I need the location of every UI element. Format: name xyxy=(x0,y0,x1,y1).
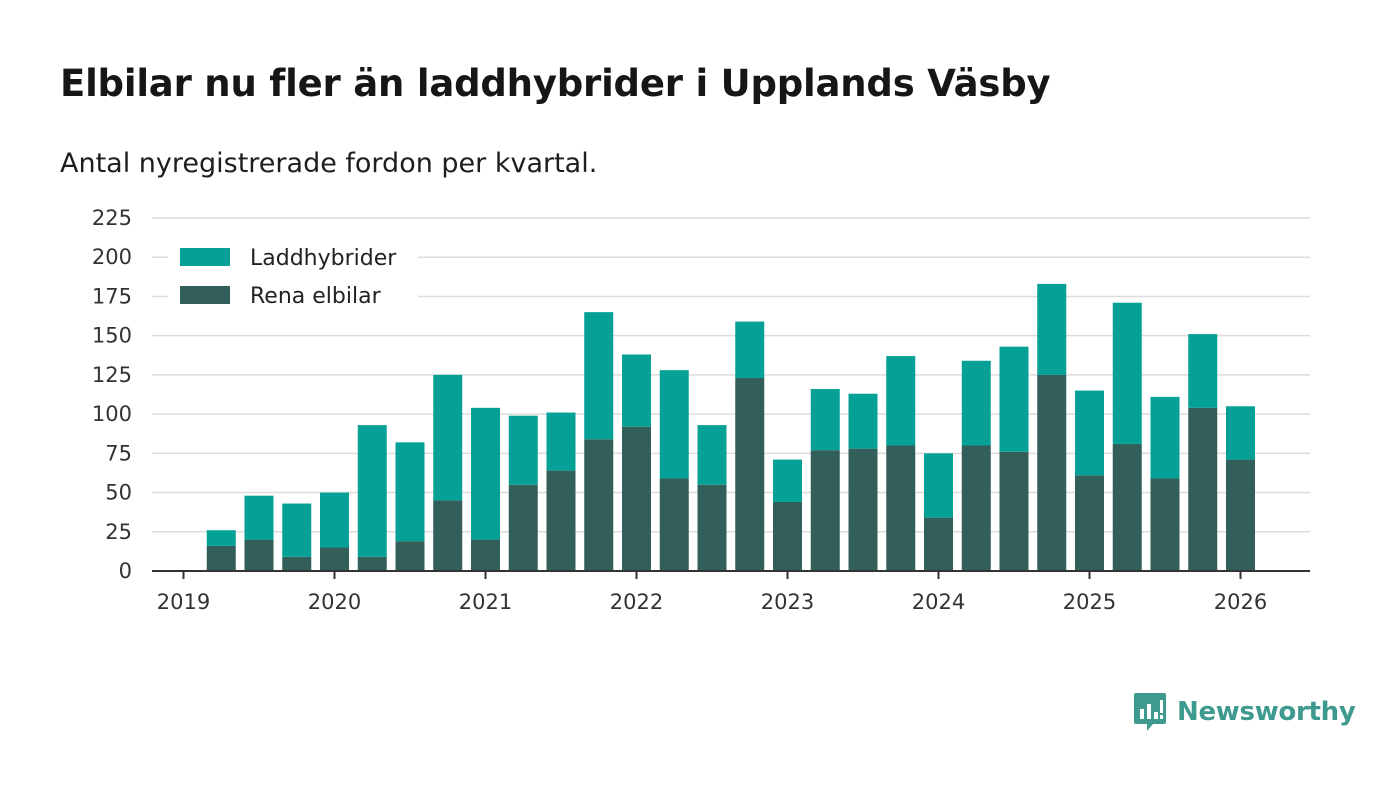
y-tick-label: 125 xyxy=(92,363,132,387)
bar-laddhybrider-3 xyxy=(282,503,312,557)
bar-rena-elbilar-8 xyxy=(471,539,500,571)
bar-laddhybrider-7 xyxy=(433,374,463,501)
bar-rena-elbilar-24 xyxy=(1075,475,1104,571)
y-tick-label: 100 xyxy=(92,402,132,426)
x-tick-label: 2022 xyxy=(610,590,663,614)
y-tick-label: 150 xyxy=(92,324,132,348)
bar-laddhybrider-24 xyxy=(1075,390,1104,476)
bar-laddhybrider-23 xyxy=(1037,283,1067,375)
y-tick-label: 225 xyxy=(92,206,132,230)
bar-rena-elbilar-15 xyxy=(735,378,765,571)
bar-rena-elbilar-26 xyxy=(1150,478,1180,571)
bar-laddhybrider-16 xyxy=(773,459,802,502)
bar-rena-elbilar-16 xyxy=(773,501,802,571)
bar-laddhybrider-18 xyxy=(848,393,878,449)
bar-rena-elbilar-2 xyxy=(244,539,274,571)
newsworthy-logo-icon xyxy=(1134,693,1166,731)
x-tick-label: 2019 xyxy=(157,590,210,614)
x-tick-label: 2023 xyxy=(761,590,814,614)
bar-rena-elbilar-18 xyxy=(848,448,878,571)
bar-laddhybrider-27 xyxy=(1188,334,1218,408)
bar-laddhybrider-8 xyxy=(471,407,500,540)
bar-rena-elbilar-10 xyxy=(546,470,576,571)
bar-rena-elbilar-19 xyxy=(886,445,916,571)
bar-rena-elbilar-17 xyxy=(810,450,840,571)
y-tick-label: 200 xyxy=(92,245,132,269)
bar-rena-elbilar-6 xyxy=(395,541,425,571)
bar-laddhybrider-19 xyxy=(886,356,916,446)
bar-laddhybrider-12 xyxy=(622,354,651,427)
bar-laddhybrider-15 xyxy=(735,321,765,379)
bar-rena-elbilar-11 xyxy=(584,439,614,571)
bar-rena-elbilar-3 xyxy=(282,556,312,571)
x-tick-label: 2021 xyxy=(459,590,512,614)
chart-subtitle: Antal nyregistrerade fordon per kvartal. xyxy=(60,148,598,179)
bar-rena-elbilar-20 xyxy=(924,517,953,571)
bar-rena-elbilar-14 xyxy=(697,484,727,571)
y-tick-label: 25 xyxy=(105,520,132,544)
y-tick-label: 0 xyxy=(119,559,132,583)
x-tick-label: 2025 xyxy=(1063,590,1116,614)
bar-rena-elbilar-4 xyxy=(320,547,349,571)
bar-laddhybrider-11 xyxy=(584,312,614,440)
x-tick-label: 2024 xyxy=(912,590,965,614)
bar-laddhybrider-1 xyxy=(206,530,236,546)
bar-rena-elbilar-1 xyxy=(206,545,236,571)
legend-swatch xyxy=(180,248,230,266)
bars xyxy=(206,283,1255,571)
x-tick-label: 2026 xyxy=(1214,590,1267,614)
legend-label: Rena elbilar xyxy=(250,284,382,309)
bar-laddhybrider-25 xyxy=(1112,302,1142,444)
legend-swatch xyxy=(180,286,230,304)
bar-rena-elbilar-12 xyxy=(622,426,651,571)
legend: Laddhybrider Rena elbilar xyxy=(168,236,418,314)
bar-rena-elbilar-5 xyxy=(357,556,387,571)
y-tick-label: 50 xyxy=(105,481,132,505)
bar-laddhybrider-5 xyxy=(357,425,387,557)
bar-laddhybrider-21 xyxy=(961,360,991,446)
bar-rena-elbilar-21 xyxy=(961,445,991,571)
bar-laddhybrider-17 xyxy=(810,389,840,451)
bar-laddhybrider-22 xyxy=(999,346,1029,452)
bar-laddhybrider-26 xyxy=(1150,396,1180,479)
bar-rena-elbilar-27 xyxy=(1188,407,1218,571)
bar-rena-elbilar-22 xyxy=(999,451,1029,571)
axes: 0 25 50 75 100 125 150 175 200 225 2019 2020 2021 202… xyxy=(92,206,1310,614)
chart-title: Elbilar nu fler än laddhybrider i Upplan… xyxy=(60,62,1051,105)
bar-laddhybrider-4 xyxy=(320,492,349,548)
bar-rena-elbilar-7 xyxy=(433,500,463,571)
y-tick-label: 175 xyxy=(92,284,132,308)
bar-rena-elbilar-28 xyxy=(1226,459,1255,571)
bar-rena-elbilar-23 xyxy=(1037,374,1067,571)
y-tick-label: 75 xyxy=(105,441,132,465)
bar-laddhybrider-14 xyxy=(697,425,727,485)
bar-rena-elbilar-9 xyxy=(508,484,538,571)
x-tick-label: 2020 xyxy=(308,590,361,614)
bar-laddhybrider-2 xyxy=(244,495,274,540)
brand-logo: Newsworthy xyxy=(1133,692,1356,732)
bar-laddhybrider-10 xyxy=(546,412,576,471)
brand-name: Newsworthy xyxy=(1177,697,1356,727)
bar-laddhybrider-6 xyxy=(395,442,425,542)
bar-laddhybrider-20 xyxy=(924,453,953,518)
bar-laddhybrider-13 xyxy=(659,370,689,479)
bar-laddhybrider-28 xyxy=(1226,406,1255,460)
bar-laddhybrider-9 xyxy=(508,415,538,485)
bar-rena-elbilar-13 xyxy=(659,478,689,571)
bar-rena-elbilar-25 xyxy=(1112,443,1142,571)
legend-label: Laddhybrider xyxy=(250,246,397,271)
